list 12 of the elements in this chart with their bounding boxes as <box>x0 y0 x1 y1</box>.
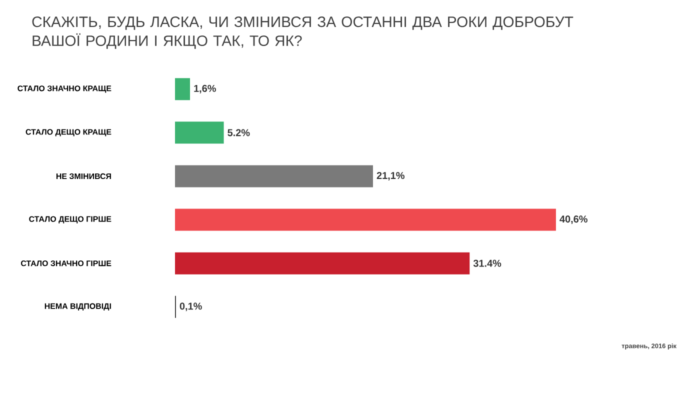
data-label: 21,1% <box>376 172 404 180</box>
bar <box>175 78 190 100</box>
data-label: 0,1% <box>180 302 202 312</box>
bar <box>175 122 224 144</box>
data-label: 1,6% <box>194 84 216 94</box>
bar <box>175 208 556 231</box>
chart-title: СКАЖІТЬ, БУДЬ ЛАСКА, ЧИ ЗМІНИВСЯ ЗА ОСТАННІ ДВА РОКИ ДОБРОБУТ ВАШОЇ РОДИНИ І ЯКЩО ТАК, ТО ЯК? <box>32 16 574 49</box>
bar <box>175 165 373 188</box>
data-label: 40,6% <box>560 216 588 224</box>
data-label: 31.4% <box>473 260 502 267</box>
bar <box>175 252 470 274</box>
data-label: 5.2% <box>228 129 250 136</box>
